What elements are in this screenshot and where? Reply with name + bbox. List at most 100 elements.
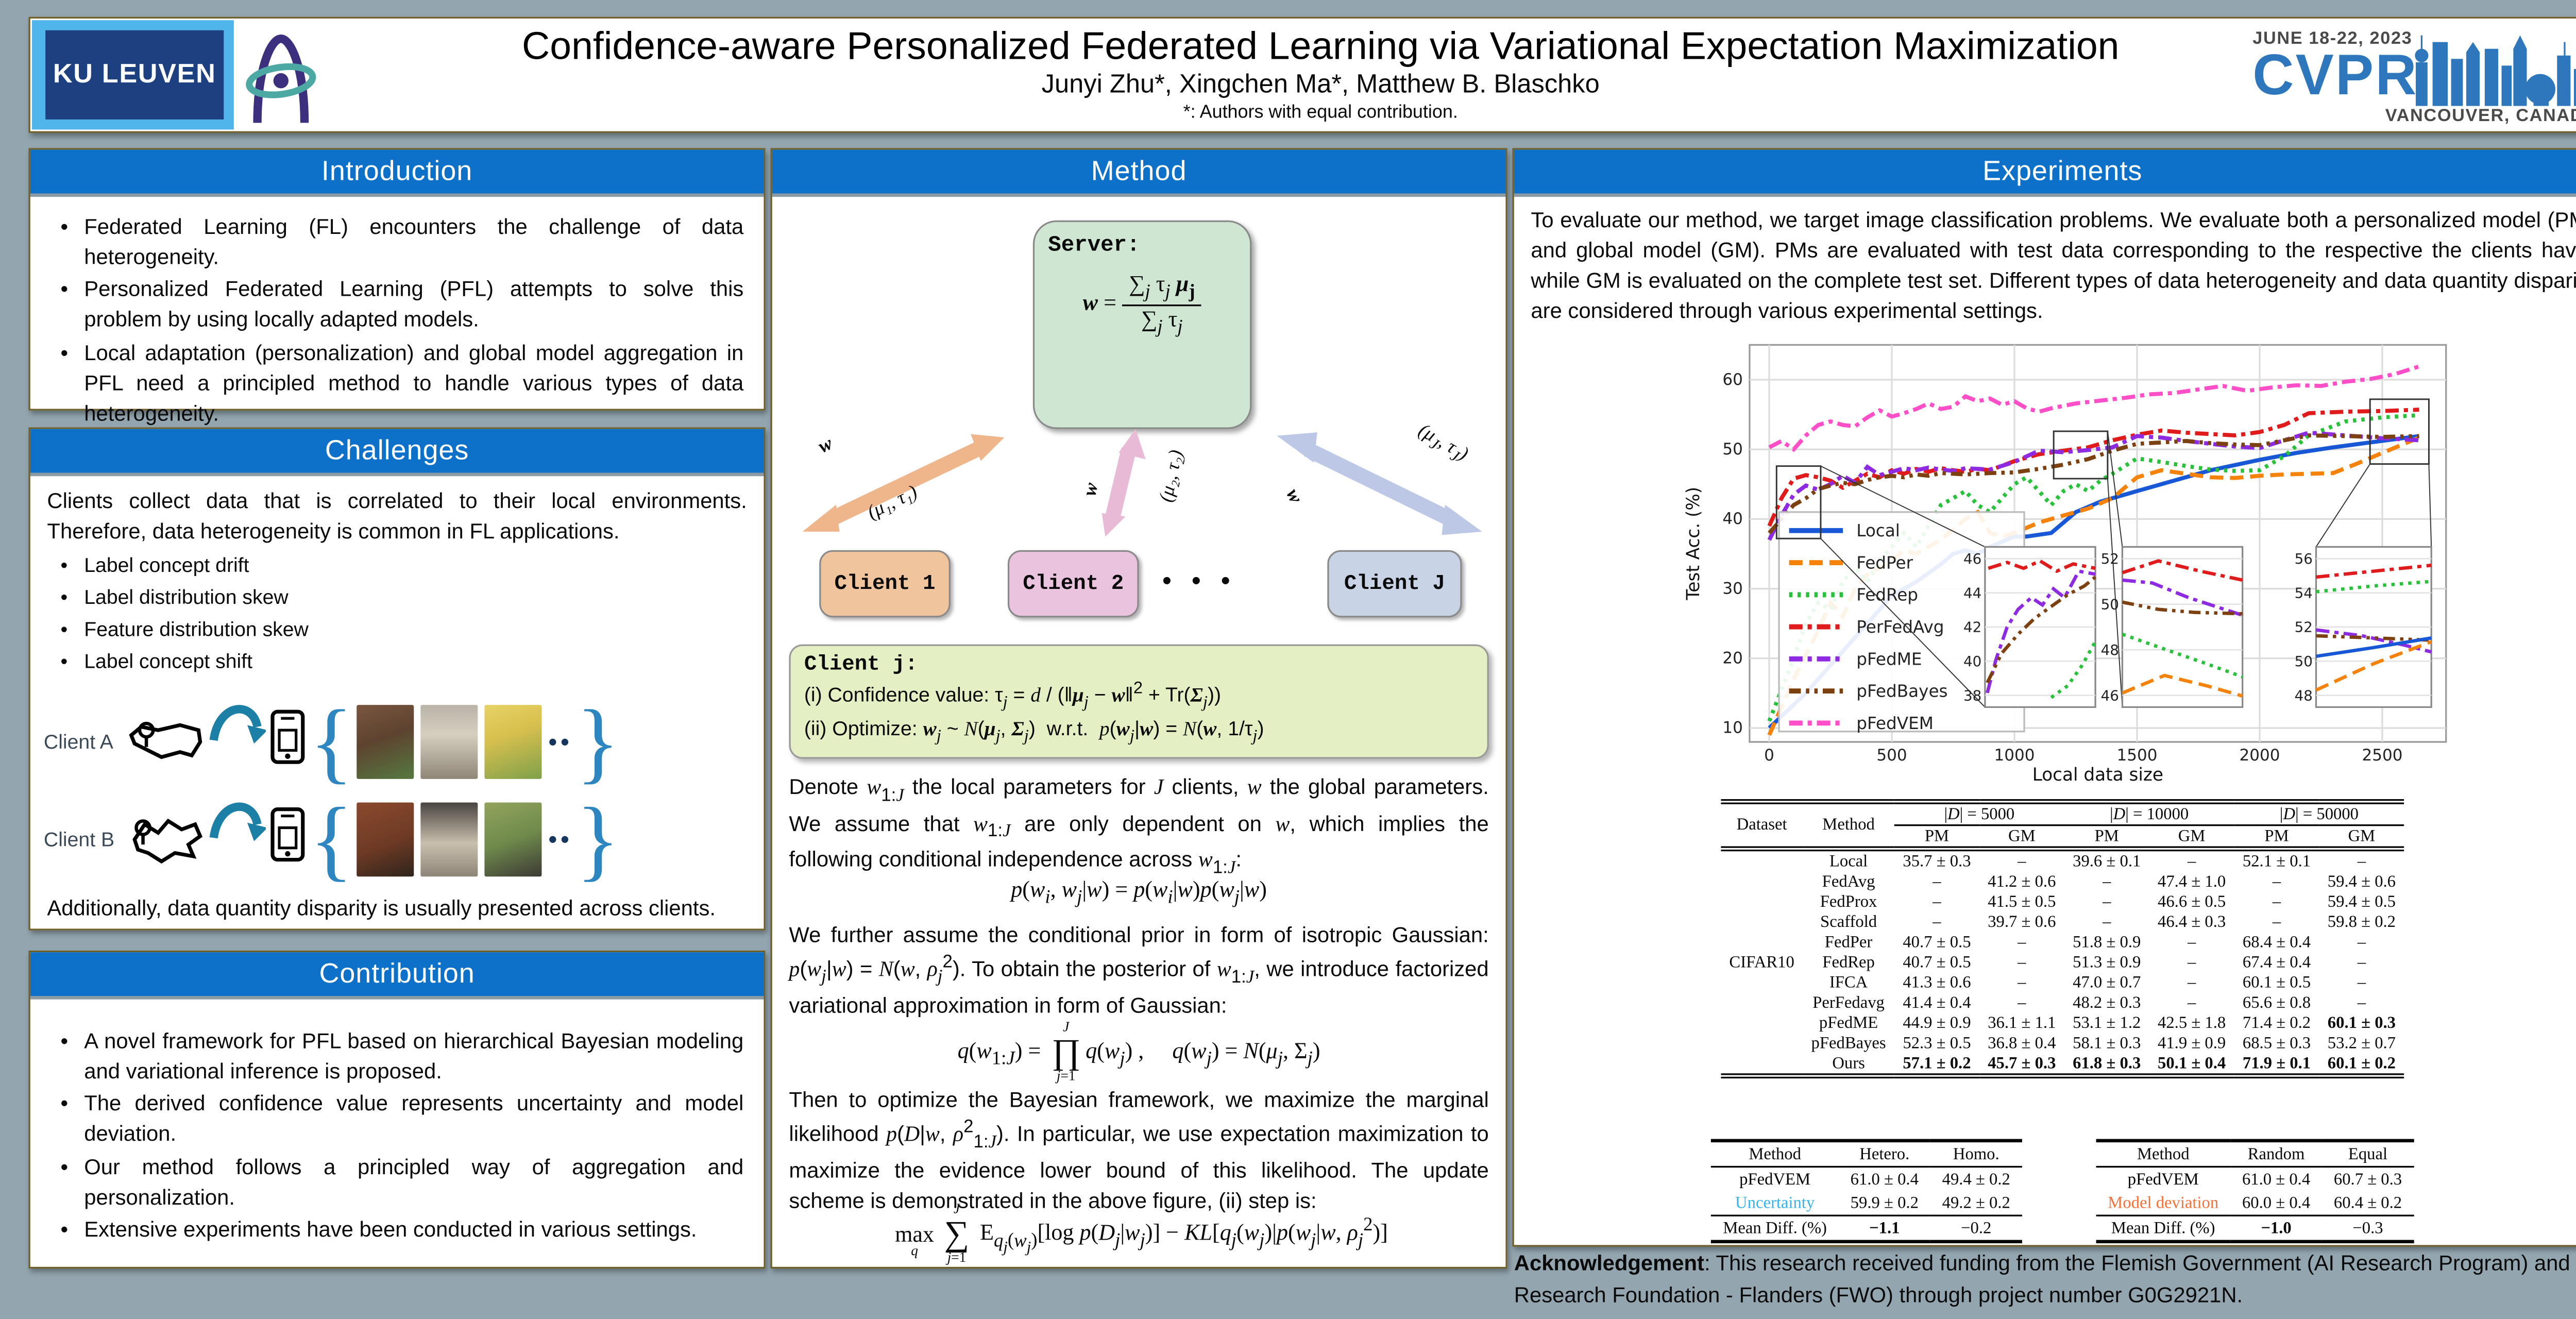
method-cell: pFedVEM [1739,1170,1811,1189]
value-cell: 60.0 ± 0.4 [2242,1193,2311,1212]
list-item: Extensive experiments have been conducte… [61,1214,744,1245]
value-cell: 36.8 ± 0.4 [1988,1034,2056,1053]
value-cell: 71.9 ± 0.1 [2242,1054,2311,1073]
svg-text:30: 30 [1722,579,1742,598]
value-cell: – [1933,872,1941,891]
method-cell: FedAvg [1822,872,1875,891]
col-group-header: |D| = 50000 [2234,801,2404,826]
value-cell: – [2018,993,2026,1012]
value-cell: 42.5 ± 1.8 [2158,1013,2226,1033]
list-item: Personalized Federated Learning (PFL) at… [61,275,744,336]
uplink-arrow-client1 [802,434,1005,532]
value-cell: 53.1 ± 1.2 [2073,1013,2141,1033]
dog-photo-b3 [484,802,542,877]
method-cell: pFedVEM [2127,1170,2199,1189]
value-cell: – [2103,892,2111,911]
contribution-bullets: A novel framework for PFL based on hiera… [47,1026,747,1245]
table-footer-row: Mean Diff. (%) −1.1 −0.2 [1711,1215,2022,1242]
method-cell: Ours [1832,1054,1865,1073]
svg-text:20: 20 [1722,649,1742,668]
sub-header: GM [2178,826,2206,845]
method-cell: Uncertainty [1735,1193,1815,1212]
left-brace: { [309,789,353,890]
value-cell: – [2357,852,2366,871]
value-cell: 51.3 ± 0.9 [2073,953,2141,972]
cvpr-dates: JUNE 18-22, 2023 [2252,28,2413,49]
svg-text:Local: Local [1856,521,1900,540]
value-cell: 60.4 ± 0.2 [2333,1193,2402,1212]
challenges-body: Clients collect data that is correlated … [30,476,764,928]
small-tables-wrap: Method Hetero. Homo. pFedVEM 61.0 ± 0.4 49.4 … [1514,1139,2576,1244]
value-cell: 60.7 ± 0.3 [2333,1170,2402,1189]
challenges-paragraph: Clients collect data that is correlated … [47,487,747,544]
server-box: Server: w = ∑j τj μj ∑j τj [1032,220,1252,429]
lab-arch-logo [235,20,327,130]
svg-text:48: 48 [2101,641,2119,658]
value-cell: – [2272,892,2281,911]
value-cell: 48.2 ± 0.3 [2073,993,2141,1012]
value-cell: – [2187,933,2196,952]
table-row: Ours 57.1 ± 0.2 45.7 ± 0.3 61.8 ± 0.3 50.1 ±… [1721,1053,2404,1076]
table-row: PerFedavg 41.4 ± 0.4 – 48.2 ± 0.3 – 65.6 ± 0.… [1721,993,2404,1013]
svg-text:2000: 2000 [2240,746,2280,765]
dataset-label: CIFAR10 [1729,953,1794,972]
value-cell: 35.7 ± 0.3 [1903,852,1971,871]
list-item: Label concept drift [61,551,760,581]
left-brace: { [309,691,353,792]
value-cell: −0.3 [2352,1219,2383,1238]
svg-text:42: 42 [1963,619,1981,636]
value-cell: 49.4 ± 0.2 [1942,1170,2010,1189]
value-cell: 40.7 ± 0.5 [1903,933,1971,952]
method-body: Server: w = ∑j τj μj ∑j τj w (μ₁, τ₁) w (… [772,197,1506,1267]
value-cell: 36.1 ± 1.1 [1988,1013,2056,1033]
main-table-wrap: Dataset Method |D| = 5000 |D| = 10000 |D| = … [1514,799,2576,1079]
challenges-panel: Challenges Clients collect data that is … [28,427,766,931]
list-item: Local adaptation (personalization) and g… [61,337,744,429]
table-row: pFedVEM 61.0 ± 0.4 49.4 ± 0.2 [1711,1166,2022,1191]
table-row: FedRep 40.7 ± 0.5 – 51.3 ± 0.9 – 67.4 ± 0.4 – [1721,952,2404,972]
title-block: Confidence-aware Personalized Federated … [434,24,2207,124]
svg-text:46: 46 [2101,687,2119,704]
acknowledgement: Acknowledgement: This research received … [1514,1250,2576,1307]
results-table: Dataset Method |D| = 5000 |D| = 10000 |D| = … [1721,799,2404,1079]
right-brace: } [576,691,620,792]
svg-text:pFedME: pFedME [1856,649,1922,669]
method-cell: Model deviation [2108,1193,2219,1212]
value-cell: – [2357,953,2366,972]
svg-text:40: 40 [1963,653,1981,670]
value-cell: 60.1 ± 0.2 [2327,1054,2396,1073]
arch-eye-icon [246,33,316,122]
introduction-panel: Introduction Federated Learning (FL) enc… [28,148,766,426]
value-cell: 68.5 ± 0.3 [2242,1034,2311,1053]
value-cell: 57.1 ± 0.2 [1903,1054,1971,1073]
client-dots: • • • [1162,567,1237,596]
value-cell: – [2187,993,2196,1012]
ku-leuven-logo: KU LEUVEN [32,20,234,130]
list-item: Feature distribution skew [61,615,760,645]
value-cell: 50.1 ± 0.4 [2158,1054,2226,1073]
value-cell: – [1933,892,1941,911]
method-title: Method [772,149,1506,197]
experiments-body: To evaluate our method, we target image … [1514,197,2576,1245]
dog-photo-a1 [356,705,414,779]
col-header: Random [2247,1145,2305,1163]
table-row: FedAvg – 41.2 ± 0.6 – 47.4 ± 1.0 – 59.4 ± 0.6 [1721,871,2404,891]
table-row: Uncertainty 59.9 ± 0.2 49.2 ± 0.2 [1711,1191,2022,1215]
right-brace: } [576,789,620,890]
poster-title: Confidence-aware Personalized Federated … [522,23,2120,67]
svg-text:Test Acc. (%): Test Acc. (%) [1683,487,1704,601]
table-row: FedPer 40.7 ± 0.5 – 51.8 ± 0.9 – 68.4 ± 0.4 – [1721,932,2404,952]
value-cell: 49.2 ± 0.2 [1942,1193,2010,1212]
svg-text:1000: 1000 [1994,746,2035,765]
value-cell: – [2357,993,2366,1012]
clientj-box: Client j: (i) Confidence value: τj = d /… [789,644,1489,759]
method-eq-elbo: max q J ∑ j=1 Eqj(wj)[log p(Dj|wj)] − KL[qj(… [895,1201,1388,1265]
col-header: Method [1822,816,1875,835]
client-b-row: Client B { •• [44,789,757,890]
list-item: Label distribution skew [61,583,760,613]
value-cell: 60.1 ± 0.3 [2327,1013,2396,1033]
method-cell: PerFedavg [1812,993,1885,1012]
value-cell: 47.0 ± 0.7 [2073,973,2141,992]
value-cell: 41.4 ± 0.4 [1903,993,1971,1012]
dog-photo-b2 [420,802,478,877]
